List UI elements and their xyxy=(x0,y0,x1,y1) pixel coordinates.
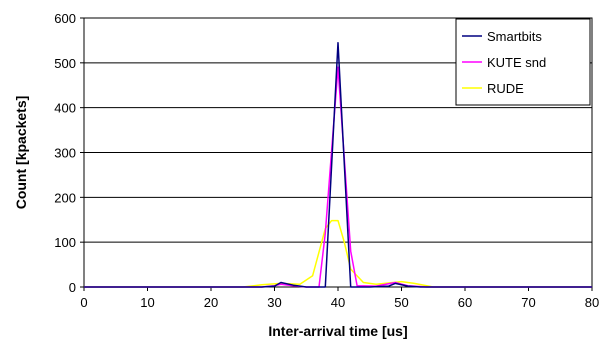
series-lines xyxy=(84,41,592,288)
legend-label: RUDE xyxy=(487,81,524,96)
series-line-smartbits xyxy=(84,41,592,288)
x-tick-label: 40 xyxy=(331,295,345,310)
x-tick-label: 60 xyxy=(458,295,472,310)
x-tick-label: 10 xyxy=(140,295,154,310)
y-axis-ticks: 0 100 200 300 400 500 600 xyxy=(54,11,84,295)
legend-label: KUTE snd xyxy=(487,55,546,70)
y-tick-label: 200 xyxy=(54,190,76,205)
legend: Smartbits KUTE snd RUDE xyxy=(455,18,591,106)
x-axis-title: Inter-arrival time [us] xyxy=(268,323,407,339)
y-tick-label: 0 xyxy=(69,280,76,295)
x-tick-label: 50 xyxy=(394,295,408,310)
y-tick-label: 500 xyxy=(54,56,76,71)
x-tick-label: 0 xyxy=(80,295,87,310)
x-tick-label: 20 xyxy=(204,295,218,310)
x-tick-label: 30 xyxy=(267,295,281,310)
y-tick-label: 300 xyxy=(54,146,76,161)
y-axis-title: Count [kpackets] xyxy=(13,96,29,210)
y-tick-label: 400 xyxy=(54,101,76,116)
y-tick-label: 600 xyxy=(54,11,76,26)
x-tick-label: 70 xyxy=(521,295,535,310)
series-line-rude xyxy=(84,219,592,288)
y-tick-label: 100 xyxy=(54,235,76,250)
x-axis-ticks: 0 10 20 30 40 50 60 70 80 xyxy=(80,287,599,310)
legend-label: Smartbits xyxy=(487,29,542,44)
x-tick-label: 80 xyxy=(585,295,599,310)
